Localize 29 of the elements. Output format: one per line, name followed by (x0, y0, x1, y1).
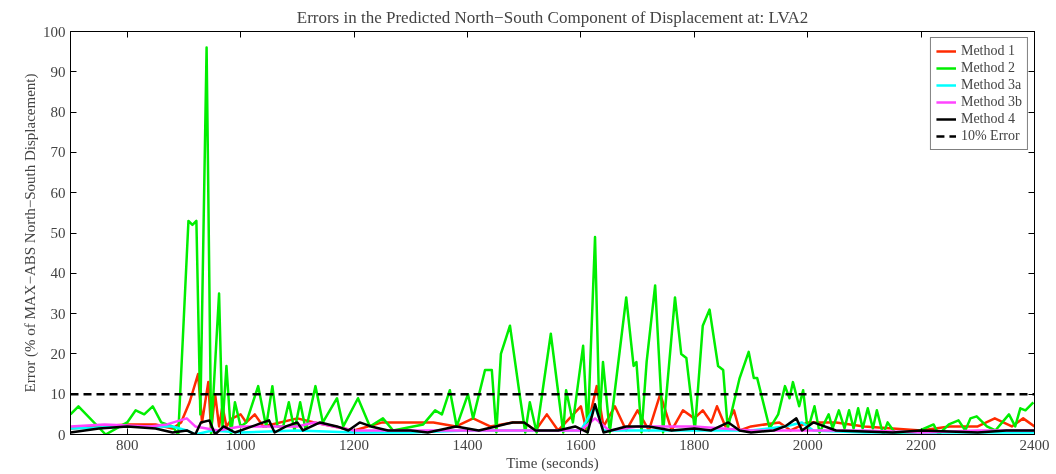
legend-label: Method 1 (960, 43, 1015, 59)
y-tick-label: 0 (58, 426, 66, 443)
y-tick-label: 70 (50, 144, 66, 161)
x-tick-label: 800 (115, 436, 139, 453)
x-tick-label: 2200 (906, 436, 937, 453)
y-tick-label: 100 (43, 23, 66, 40)
x-tick-label: 1200 (339, 436, 370, 453)
x-tick-label: 1000 (225, 436, 256, 453)
legend-label: Method 3a (960, 77, 1022, 93)
x-tick-label: 2400 (1019, 436, 1050, 453)
legend-label: Method 3b (960, 94, 1022, 110)
legend-label: Method 4 (960, 111, 1015, 127)
y-tick-label: 30 (50, 305, 66, 322)
x-tick-label: 1800 (679, 436, 710, 453)
x-axis-title: Time (seconds) (506, 454, 599, 472)
y-tick-label: 90 (50, 63, 66, 80)
legend-label: 10% Error (960, 128, 1020, 144)
y-tick-label: 10 (50, 386, 66, 403)
y-tick-label: 50 (50, 225, 66, 241)
y-tick-label: 40 (50, 265, 66, 282)
x-tick-label: 2000 (792, 436, 823, 453)
chart-title: Errors in the Predicted North−South Component of Displacement at: LVA2 (296, 7, 809, 27)
x-tick-label: 1400 (452, 436, 483, 453)
y-axis-title: Error (% of MAX−ABS North−South Displacement) (22, 73, 39, 393)
y-tick-label: 80 (50, 104, 66, 121)
y-tick-label: 20 (50, 345, 66, 362)
legend-label: Method 2 (960, 60, 1015, 76)
y-tick-label: 60 (50, 184, 66, 201)
x-tick-label: 1600 (565, 436, 596, 453)
